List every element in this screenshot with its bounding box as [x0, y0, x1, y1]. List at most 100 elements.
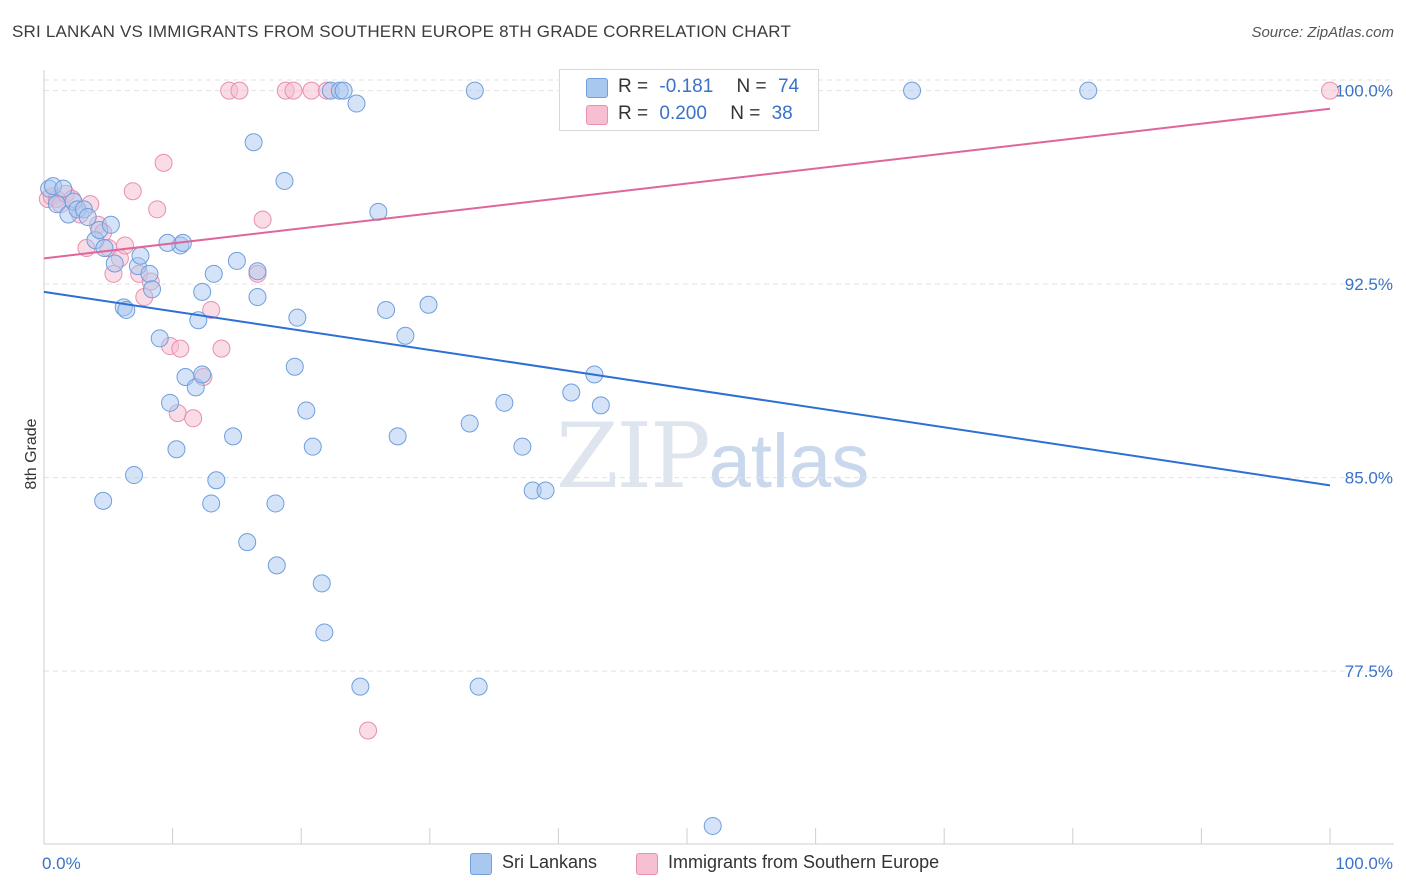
legend-n-value: 74 — [777, 76, 800, 97]
sri-lankan-point — [238, 533, 257, 552]
sri-lankan-point — [143, 280, 162, 299]
southern-europe-point — [212, 339, 231, 358]
southern-europe-point — [284, 81, 303, 100]
sri-lankan-point — [1079, 81, 1098, 100]
sri-lankan-point — [248, 262, 267, 281]
sri-lankan-point — [377, 300, 396, 319]
legend-n-value: 38 — [771, 103, 793, 124]
sri-lankan-point — [315, 623, 334, 642]
sri-lankan-point — [248, 288, 267, 307]
sri-lankan-point — [465, 81, 484, 100]
sri-lankan-point — [275, 171, 294, 190]
sri-lankan-point — [161, 393, 180, 412]
southern-europe-point — [116, 236, 135, 255]
southern-europe-point — [230, 81, 249, 100]
legend-r-label: R = — [618, 76, 649, 97]
sri-lankan-point — [227, 251, 246, 270]
y-tick-label: 100.0% — [1335, 82, 1393, 101]
sri-lankan-point — [167, 440, 186, 459]
legend-label: Immigrants from Southern Europe — [668, 852, 940, 872]
sri-lankan-point — [204, 264, 223, 283]
sri-lankan-point — [297, 401, 316, 420]
stats-legend: R = -0.181 N = 74 R = 0.200 N = 38 — [559, 69, 819, 131]
y-tick-label: 85.0% — [1345, 469, 1393, 488]
legend-swatch-pink — [636, 853, 658, 875]
watermark-atlas: atlas — [708, 419, 870, 504]
sri-lankan-point — [193, 282, 212, 301]
sri-lankan-point — [460, 414, 479, 433]
southern-europe-point — [253, 210, 272, 229]
legend-r-label: R = — [618, 103, 649, 124]
sri-lankan-point — [334, 81, 353, 100]
legend-r-value: -0.181 — [659, 76, 714, 97]
sri-lankan-point — [347, 94, 366, 113]
legend-swatch-pink — [586, 105, 608, 125]
watermark: ZIPatlas — [556, 404, 869, 509]
southern-europe-point — [154, 153, 173, 172]
y-tick-label: 92.5% — [1345, 275, 1393, 294]
sri-lankan-point — [140, 264, 159, 283]
axes — [43, 70, 1394, 845]
sri-lankan-point — [78, 208, 97, 227]
sri-lankan-point — [703, 816, 722, 835]
sri-lankan-point — [267, 556, 286, 575]
southern-europe-point — [171, 339, 190, 358]
sri-lankan-point — [193, 365, 212, 384]
sri-lankan-point — [351, 677, 370, 696]
sri-lankan-point — [285, 357, 304, 376]
sri-lankan-points — [40, 81, 1098, 835]
sri-lankan-point — [591, 396, 610, 415]
sri-lankan-point — [388, 427, 407, 446]
watermark-zip: ZIP — [556, 404, 711, 509]
legend-swatch-blue — [586, 78, 608, 98]
sri-lankan-point — [469, 677, 488, 696]
sri-lankan-point — [131, 246, 150, 265]
sri-lankan-point — [536, 481, 555, 500]
legend-label: Sri Lankans — [502, 852, 598, 872]
sri-lankan-point — [903, 81, 922, 100]
legend-swatch-blue — [470, 853, 492, 875]
sri-lankan-trend-line — [43, 290, 1331, 487]
sri-lankan-point — [101, 215, 120, 234]
sri-lankan-point — [202, 494, 221, 513]
x-tick-label-left: 0.0% — [42, 854, 81, 873]
sri-lankan-point — [419, 295, 438, 314]
sri-lankan-point — [312, 574, 331, 593]
sri-lankan-point — [562, 383, 581, 402]
southern-europe-point — [1321, 81, 1339, 100]
southern-europe-point — [359, 721, 378, 740]
sri-lankan-point — [288, 308, 307, 327]
legend-n-label: N = — [736, 76, 767, 97]
trend-lines — [43, 107, 1331, 487]
southern-europe-point — [302, 81, 321, 100]
southern-europe-point — [123, 182, 142, 201]
sri-lankan-point — [94, 491, 113, 510]
sri-lankan-point — [207, 471, 226, 490]
sri-lankan-point — [105, 254, 124, 273]
axis-tick-labels: 100.0% 92.5% 85.0% 77.5% 0.0% 100.0% — [42, 82, 1393, 873]
sri-lankan-point — [303, 437, 322, 456]
legend-n-label: N = — [730, 103, 761, 124]
sri-lankan-point — [54, 179, 73, 198]
sri-lankan-point — [150, 329, 169, 348]
sri-lankan-point — [396, 326, 415, 345]
southern-europe-point — [184, 409, 203, 428]
sri-lankan-point — [513, 437, 532, 456]
sri-lankan-point — [266, 494, 285, 513]
y-tick-label: 77.5% — [1345, 662, 1393, 681]
sri-lankan-point — [224, 427, 243, 446]
southern-europe-point — [202, 300, 221, 319]
legend-r-value: 0.200 — [659, 103, 707, 124]
sri-lankan-point — [95, 239, 114, 258]
southern-europe-points — [38, 81, 1339, 740]
x-tick-label-right: 100.0% — [1335, 854, 1393, 873]
sri-lankan-point — [244, 133, 263, 152]
chart-title: SRI LANKAN VS IMMIGRANTS FROM SOUTHERN E… — [12, 22, 792, 41]
source-credit: Source: ZipAtlas.com — [1251, 24, 1394, 41]
sri-lankan-point — [125, 466, 144, 485]
southern-europe-point — [148, 200, 167, 219]
grid-lines — [44, 79, 1394, 672]
sri-lankan-point — [495, 393, 514, 412]
southern-europe-trend-line — [43, 107, 1331, 260]
